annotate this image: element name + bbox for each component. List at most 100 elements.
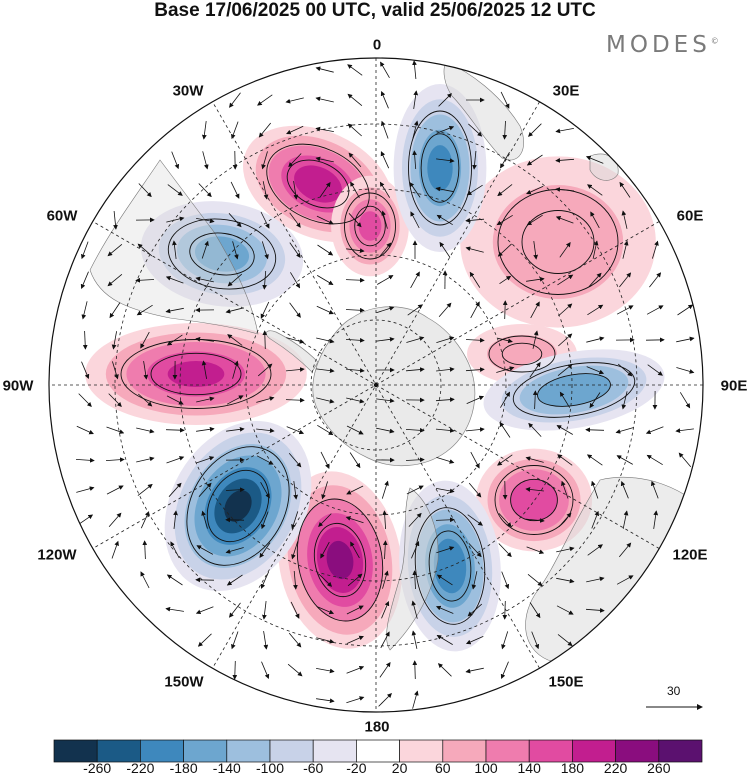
wind-vector xyxy=(412,690,419,709)
wind-vector xyxy=(436,367,455,372)
wind-vector xyxy=(468,123,483,137)
anomaly-contour-band xyxy=(294,165,342,203)
wind-vector xyxy=(588,272,602,287)
wind-vector xyxy=(225,547,244,554)
wind-vector xyxy=(320,451,330,469)
circulation-streamline xyxy=(167,218,277,290)
meridian-line xyxy=(212,101,540,669)
wind-vector xyxy=(465,337,485,343)
wind-vector xyxy=(405,427,425,433)
wind-vector xyxy=(502,300,508,320)
wind-vector xyxy=(260,482,270,499)
wind-vector xyxy=(166,395,184,405)
wind-vector xyxy=(113,210,118,230)
wind-vector xyxy=(81,241,89,260)
wind-vector xyxy=(529,602,541,619)
colorbar-cells xyxy=(53,739,703,763)
wind-vector xyxy=(140,571,150,589)
wind-vector xyxy=(293,570,298,590)
wind-vector xyxy=(382,540,388,560)
wind-vector xyxy=(346,485,364,495)
wind-vector xyxy=(230,181,240,199)
wind-vector xyxy=(136,427,155,434)
colorbar-cell xyxy=(485,739,530,763)
wind-vector xyxy=(558,512,572,528)
wind-vector xyxy=(293,181,299,200)
wind-vector xyxy=(288,632,302,648)
wind-vector xyxy=(287,663,303,677)
wind-vector xyxy=(109,302,121,319)
reference-vector-value: 30 xyxy=(667,684,681,698)
wind-vector xyxy=(405,457,425,463)
wind-vector xyxy=(232,360,239,379)
wind-vector xyxy=(288,153,302,168)
wind-vector xyxy=(228,213,242,228)
wind-vector xyxy=(226,574,243,586)
streamline-group xyxy=(344,192,396,260)
wind-vector xyxy=(526,214,543,226)
wind-vector xyxy=(472,150,477,170)
longitude-label-150w: 150W xyxy=(164,673,204,691)
colorbar-tick-label: -140 xyxy=(212,760,241,776)
wind-vector xyxy=(530,301,540,319)
wind-vector xyxy=(499,421,511,438)
streamline-group xyxy=(286,159,350,209)
longitude-label-30w: 30W xyxy=(172,82,204,100)
streamline-group xyxy=(501,342,543,366)
wind-vector xyxy=(291,541,299,560)
streamline-group xyxy=(189,232,255,276)
circulation-streamline xyxy=(501,342,543,366)
wind-vector xyxy=(498,543,512,558)
wind-vector xyxy=(140,511,150,529)
wind-vector xyxy=(345,337,365,343)
wind-vector xyxy=(170,541,180,559)
wind-vector xyxy=(470,301,480,319)
wind-vector xyxy=(436,125,455,134)
wind-vector xyxy=(316,668,335,674)
meridian-line xyxy=(212,101,540,669)
wind-vector xyxy=(347,573,363,587)
wind-vector xyxy=(501,631,509,650)
wind-vector xyxy=(286,125,304,135)
wind-vector xyxy=(528,422,542,437)
wind-vector xyxy=(166,574,183,586)
wind-vector xyxy=(380,151,390,169)
wind-vector xyxy=(225,487,245,493)
wind-vector xyxy=(619,181,631,198)
longitude-label-90w: 90W xyxy=(2,377,34,395)
wind-vector xyxy=(469,271,481,288)
wind-vector xyxy=(413,90,419,109)
wind-vector xyxy=(585,155,604,164)
circulation-streamline xyxy=(414,507,486,625)
wind-vector xyxy=(293,481,299,500)
colorbar-tick-label: -220 xyxy=(126,760,155,776)
wind-vector xyxy=(650,480,659,499)
brand-text: MODES xyxy=(606,32,711,58)
wind-vector xyxy=(346,665,365,674)
wind-vector xyxy=(438,302,452,318)
wind-vector xyxy=(466,184,483,196)
map-title: Base 17/06/2025 00 UTC, valid 25/06/2025… xyxy=(154,0,596,21)
wind-vector xyxy=(558,303,573,317)
wind-vector xyxy=(231,631,239,650)
wind-vector xyxy=(173,510,178,529)
wind-vector xyxy=(465,427,485,432)
wind-vector xyxy=(557,363,573,377)
colorbar-tick-label: -260 xyxy=(83,760,112,776)
wind-vector xyxy=(410,271,420,289)
wind-vector xyxy=(165,606,184,612)
wind-vector xyxy=(381,210,388,229)
wind-vector xyxy=(290,272,301,289)
wind-vector xyxy=(349,452,361,469)
wind-vector xyxy=(646,454,663,466)
wind-vector xyxy=(501,571,510,590)
streamline-group xyxy=(206,469,270,543)
wind-vector xyxy=(285,367,305,372)
wind-vector xyxy=(318,573,333,587)
map-disc-content xyxy=(49,58,703,712)
colorbar-tick-label: -20 xyxy=(346,760,367,776)
wind-vector xyxy=(111,331,117,350)
wind-vector xyxy=(262,181,269,200)
wind-vector xyxy=(135,277,155,283)
meridian-line xyxy=(92,221,660,549)
